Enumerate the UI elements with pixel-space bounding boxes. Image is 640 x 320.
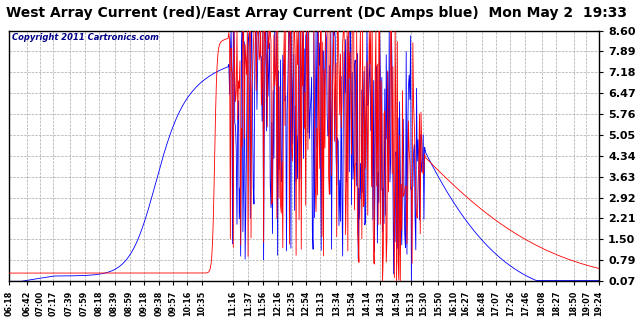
Text: Copyright 2011 Cartronics.com: Copyright 2011 Cartronics.com	[12, 33, 159, 42]
Text: West Array Current (red)/East Array Current (DC Amps blue)  Mon May 2  19:33: West Array Current (red)/East Array Curr…	[6, 6, 627, 20]
